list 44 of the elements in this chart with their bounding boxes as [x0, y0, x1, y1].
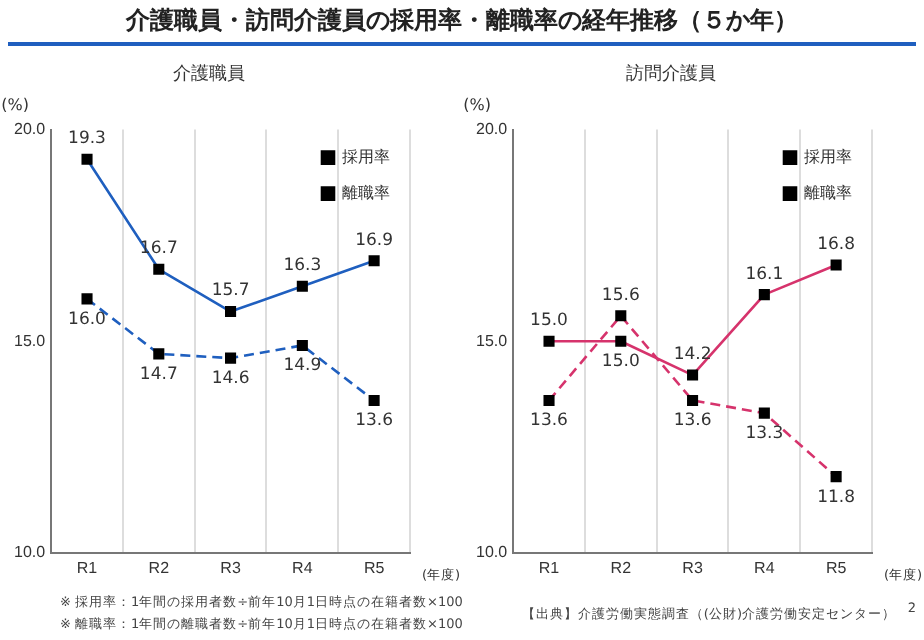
y-tick-label: 10.0: [13, 543, 47, 562]
data-label: 16.1: [745, 264, 784, 285]
data-label: 15.7: [211, 281, 250, 302]
x-tick-label: R4: [754, 558, 776, 577]
x-tick-label: R5: [825, 558, 848, 577]
legend-label: 離職率: [804, 184, 852, 203]
data-label: 13.6: [355, 411, 394, 432]
data-label: 15.6: [601, 285, 640, 306]
legend-label: 離職率: [342, 184, 390, 203]
data-label: 13.6: [530, 411, 568, 432]
x-tick-label: R2: [610, 558, 633, 577]
data-label: 14.2: [673, 344, 712, 365]
x-tick-label: R1: [76, 558, 99, 577]
chart-subtitle: 訪問介護員: [626, 63, 716, 86]
data-label: 14.7: [139, 364, 178, 385]
data-label: 19.3: [68, 129, 106, 150]
data-label: 16.9: [355, 230, 394, 251]
data-label: 13.6: [673, 411, 712, 432]
y-tick-label: 20.0: [475, 120, 509, 139]
chart-subtitle: 介護職員: [173, 63, 245, 86]
legend-label: 採用率: [342, 148, 390, 167]
y-tick-label: 10.0: [475, 543, 509, 562]
y-tick-label: 20.0: [13, 120, 47, 139]
data-label: 13.3: [745, 424, 784, 445]
legend-label: 採用率: [804, 148, 852, 167]
x-tick-label: R4: [292, 558, 314, 577]
y-axis-title: (%): [1, 95, 29, 114]
data-label: 16.3: [283, 256, 322, 277]
text: 介護職員・訪問介護員の採用率・離職率の経年推移（５か年）: [124, 4, 800, 38]
data-label: 16.0: [68, 309, 106, 330]
data-label: 14.9: [283, 356, 322, 377]
data-label: 11.8: [817, 487, 856, 508]
x-tick-label: R5: [363, 558, 386, 577]
data-label: 15.0: [601, 352, 640, 373]
y-axis-title: (%): [463, 95, 491, 114]
data-label: 14.6: [211, 369, 250, 390]
x-tick-label: R2: [148, 558, 171, 577]
x-tick-label: R1: [538, 558, 561, 577]
data-label: 15.0: [530, 311, 568, 332]
y-tick-label: 15.0: [475, 331, 509, 350]
data-label: 16.8: [817, 234, 856, 255]
x-tick-label: R3: [220, 558, 242, 577]
y-tick-label: 15.0: [13, 331, 47, 350]
x-tick-label: R3: [682, 558, 704, 577]
